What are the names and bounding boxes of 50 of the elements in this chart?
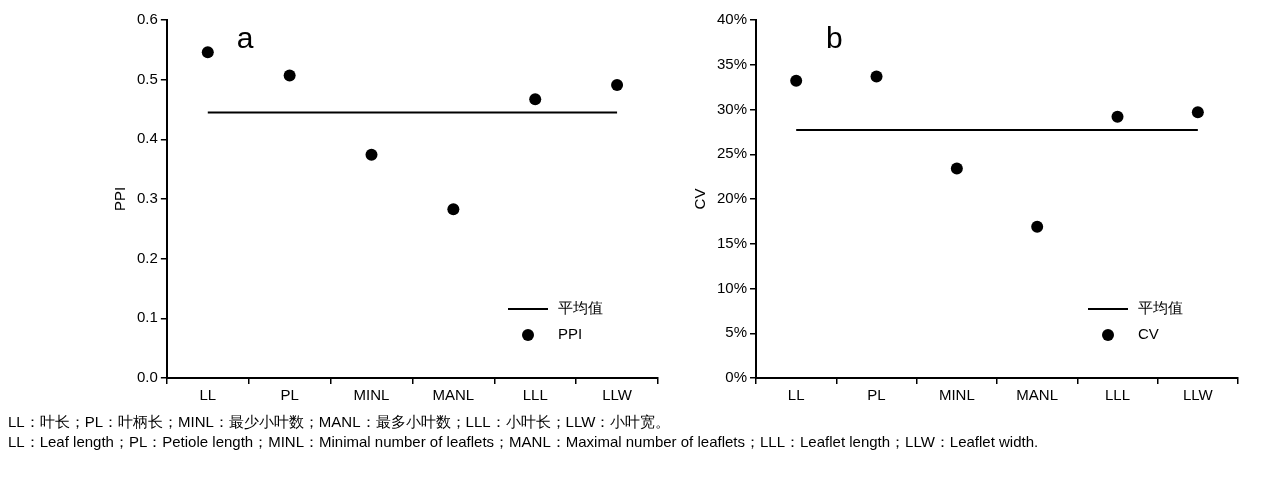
point: [870, 70, 883, 83]
y-tick-label: 0%: [725, 368, 748, 386]
y-tick-label: 15%: [716, 233, 748, 251]
point: [790, 74, 803, 87]
point: [447, 203, 460, 216]
y-tick-label: 10%: [716, 278, 748, 296]
y-tick-label: 40%: [716, 10, 748, 28]
point: [283, 69, 296, 82]
y-tick-label: 20%: [716, 189, 748, 207]
legend-label: PPI: [558, 325, 583, 343]
y-tick-label: 0.1: [136, 308, 158, 326]
x-tick-label: LLW: [1182, 386, 1214, 404]
x-tick-label: LLW: [602, 386, 633, 404]
point: [611, 79, 624, 92]
point: [201, 46, 214, 59]
y-tick-label: 5%: [725, 323, 748, 341]
x-tick-label: LLL: [522, 386, 548, 404]
y-tick-label: 0.4: [136, 129, 158, 147]
legend-label: CV: [1138, 325, 1159, 343]
y-tick-label: 25%: [716, 144, 748, 162]
x-tick-label: MINL: [938, 386, 975, 404]
point: [1111, 110, 1124, 123]
point: [529, 93, 542, 106]
x-tick-label: LL: [787, 386, 805, 404]
x-tick-label: LLL: [1104, 386, 1131, 404]
x-tick-label: PL: [867, 386, 886, 404]
point: [365, 148, 378, 161]
x-tick-label: MANL: [432, 386, 475, 404]
legend-label: 平均值: [1138, 299, 1183, 317]
text: LL：叶长；PL：叶柄长；MINL：最少小叶数；MANL：最多小叶数；LLL：小叶长；LLW：小叶宽。: [8, 412, 672, 432]
point: [950, 162, 963, 175]
x-tick-label: MINL: [353, 386, 390, 404]
text: LL：Leaf length；PL：Petiole length；MINL：Minimal number of leaflets；MANL：Maximal number of leaflets；LLL：Leaflet length；LLW：Leaflet width.: [8, 432, 1040, 452]
y-tick-label: 0.5: [136, 69, 158, 87]
y-tick-label: 0.2: [136, 248, 158, 266]
y-tick-label: 0.6: [136, 10, 158, 28]
y-tick-label: 35%: [716, 54, 748, 72]
chart-title: a: [236, 21, 254, 55]
chart-title: b: [826, 21, 843, 55]
y-axis-title: CV: [691, 188, 709, 210]
y-axis-title: PPI: [111, 186, 129, 212]
x-tick-label: MANL: [1016, 386, 1059, 404]
y-tick-label: 0.3: [136, 189, 158, 207]
legend-label: 平均值: [558, 299, 603, 317]
x-tick-label: PL: [280, 386, 299, 404]
point: [1191, 106, 1204, 119]
point: [1031, 220, 1044, 233]
y-tick-label: 0.0: [136, 368, 158, 386]
x-tick-label: LL: [199, 386, 217, 404]
y-tick-label: 30%: [716, 99, 748, 117]
